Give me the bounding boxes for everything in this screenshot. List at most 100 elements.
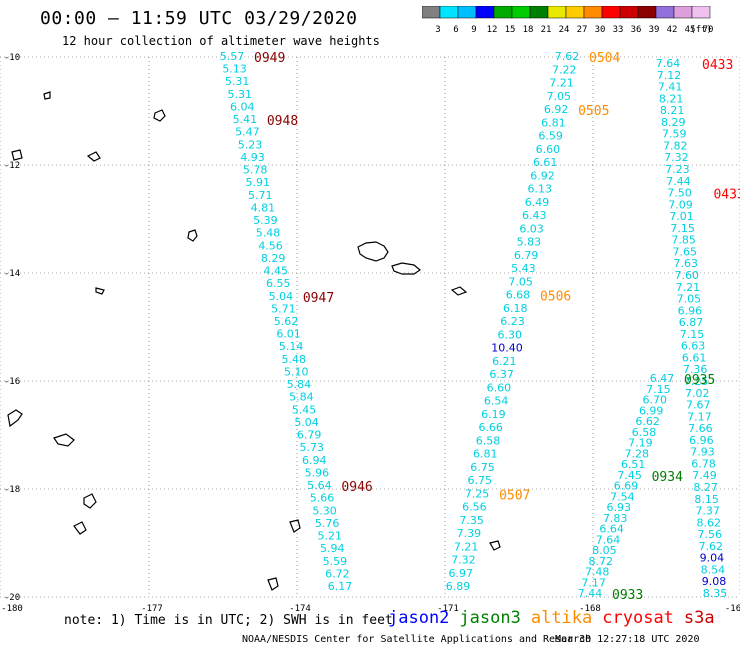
wave-height-label: 7.21 — [676, 281, 701, 294]
wave-height-label: 7.21 — [549, 77, 574, 90]
wave-height-label: 6.17 — [328, 580, 353, 593]
wave-height-label: 4.93 — [240, 151, 265, 164]
color-scale-label: 3 — [435, 25, 440, 35]
island-h — [450, 286, 468, 296]
color-scale-label: 30 — [595, 25, 606, 35]
pass-time-label: 0934 — [652, 470, 683, 485]
wave-height-label: 6.79 — [297, 429, 322, 442]
wave-height-label: 6.60 — [487, 381, 512, 394]
land-outlines — [7, 91, 501, 591]
wave-height-label: 6.23 — [500, 315, 525, 328]
pass-time-label: 0949 — [254, 51, 285, 66]
legend-item-s3a: s3a — [683, 608, 715, 628]
legend-item-altika: altika — [530, 608, 593, 628]
wave-height-label: 6.92 — [530, 169, 555, 182]
wave-height-label: 6.79 — [514, 249, 539, 262]
wave-height-label: 6.30 — [498, 328, 523, 341]
longitude-label: -180 — [1, 604, 23, 614]
axis-labels: -180 -177 -174 -171 -168 -16 -10 -12 -14 -16 -18 -2… — [1, 53, 740, 614]
wave-height-label: 6.75 — [468, 474, 493, 487]
wave-height-label: 6.87 — [679, 316, 704, 329]
wave-height-label: 7.25 — [465, 487, 490, 500]
wave-height-label: 6.61 — [533, 156, 558, 169]
jason3-pass-0935-0933: 6.477.156.706.996.626.587.197.286.517.45… — [578, 372, 716, 603]
wave-height-label: 7.15 — [670, 222, 695, 235]
pass-time-label: 0948 — [267, 114, 298, 129]
wave-height-label: 6.54 — [484, 395, 509, 408]
wave-height-label: 7.05 — [677, 293, 702, 306]
color-scale-label: 36 — [631, 25, 642, 35]
wave-height-label: 8.35 — [703, 587, 728, 600]
wave-height-label: 6.58 — [476, 434, 501, 447]
wave-height-label: 5.31 — [227, 88, 252, 101]
wave-height-label: 7.05 — [547, 90, 572, 103]
wave-height-label: 5.62 — [274, 315, 299, 328]
latitude-label: -10 — [4, 53, 20, 63]
wave-height-label: 5.76 — [315, 517, 340, 530]
wave-height-label: 6.59 — [538, 130, 563, 143]
wave-height-label: 9.04 — [700, 552, 725, 565]
wave-height-label: 6.66 — [478, 421, 503, 434]
note-text: note: 1) Time is in UTC; 2) SWH is in fe… — [64, 613, 393, 628]
color-scale-unit: (ft) — [690, 25, 712, 35]
island-j — [86, 151, 101, 162]
color-scale-label: 15 — [505, 25, 516, 35]
island-tutuila — [391, 262, 422, 275]
color-scale-label: 18 — [523, 25, 534, 35]
color-scale-label: 9 — [471, 25, 476, 35]
color-scale-label: 42 — [667, 25, 678, 35]
wave-height-label: 5.48 — [256, 227, 281, 240]
wave-height-label: 5.91 — [245, 176, 270, 189]
wave-height-label: 5.66 — [310, 492, 335, 505]
island-n — [267, 577, 279, 591]
wave-height-label: 6.78 — [691, 457, 716, 470]
longitude-label: -16 — [725, 604, 740, 614]
color-scale-label: 21 — [541, 25, 552, 35]
wave-height-label: 6.92 — [544, 103, 569, 116]
cryosat-pass-0433: 7.647.127.418.218.218.297.597.827.327.23… — [656, 57, 740, 600]
wave-height-label: 7.32 — [664, 151, 689, 164]
wave-height-label: 5.48 — [281, 353, 306, 366]
wave-height-label: 7.67 — [686, 399, 711, 412]
wave-height-label: 7.39 — [457, 527, 482, 540]
wave-height-label: 7.66 — [688, 422, 713, 435]
wave-height-label: 5.23 — [238, 138, 263, 151]
jason3-pass-0949-0945: 5.575.135.315.316.045.415.475.234.935.78… — [220, 50, 373, 593]
lat-lon-grid — [0, 56, 740, 598]
latitude-label: -20 — [4, 593, 20, 603]
wave-height-label: 7.17 — [687, 410, 712, 423]
pass-time-label: 0933 — [612, 588, 643, 603]
wave-height-label: 4.45 — [263, 265, 288, 278]
island-d — [53, 433, 75, 447]
wave-height-label: 5.84 — [287, 378, 312, 391]
pass-time-label: 0507 — [499, 488, 530, 503]
wave-height-label: 6.56 — [462, 501, 487, 514]
wave-height-label: 6.61 — [682, 351, 707, 364]
wave-height-label: 6.49 — [525, 196, 550, 209]
wave-height-label: 5.21 — [317, 530, 342, 543]
wave-height-label: 4.81 — [251, 201, 276, 214]
latitude-label: -16 — [4, 377, 20, 387]
credit-text: NOAA/NESDIS Center for Satellite Applica… — [242, 634, 592, 645]
latitude-label: -18 — [4, 485, 20, 495]
wave-height-label: 6.97 — [448, 567, 473, 580]
wave-height-label: 6.01 — [276, 328, 301, 341]
wave-height-label: 6.60 — [536, 143, 561, 156]
legend-item-jason3: jason3 — [459, 608, 521, 628]
satellite-tracks: 5.575.135.315.316.045.415.475.234.935.78… — [220, 50, 740, 603]
wave-height-label: 6.19 — [481, 408, 506, 421]
wave-height-label: 7.83 — [603, 512, 628, 525]
wave-height-label: 6.72 — [325, 567, 350, 580]
wave-height-label: 7.22 — [552, 63, 577, 76]
pass-time-label: 0947 — [303, 291, 334, 306]
island-g — [489, 540, 501, 551]
color-scale-label: 39 — [649, 25, 660, 35]
wave-height-label: 5.14 — [279, 340, 304, 353]
satellite-legend: jason2 jason3 altika cryosat s3a — [388, 608, 725, 628]
wave-height-label: 5.47 — [235, 126, 260, 139]
island-k — [11, 149, 23, 161]
wave-height-label: 5.39 — [253, 214, 278, 227]
wave-height-label: 8.15 — [694, 493, 719, 506]
